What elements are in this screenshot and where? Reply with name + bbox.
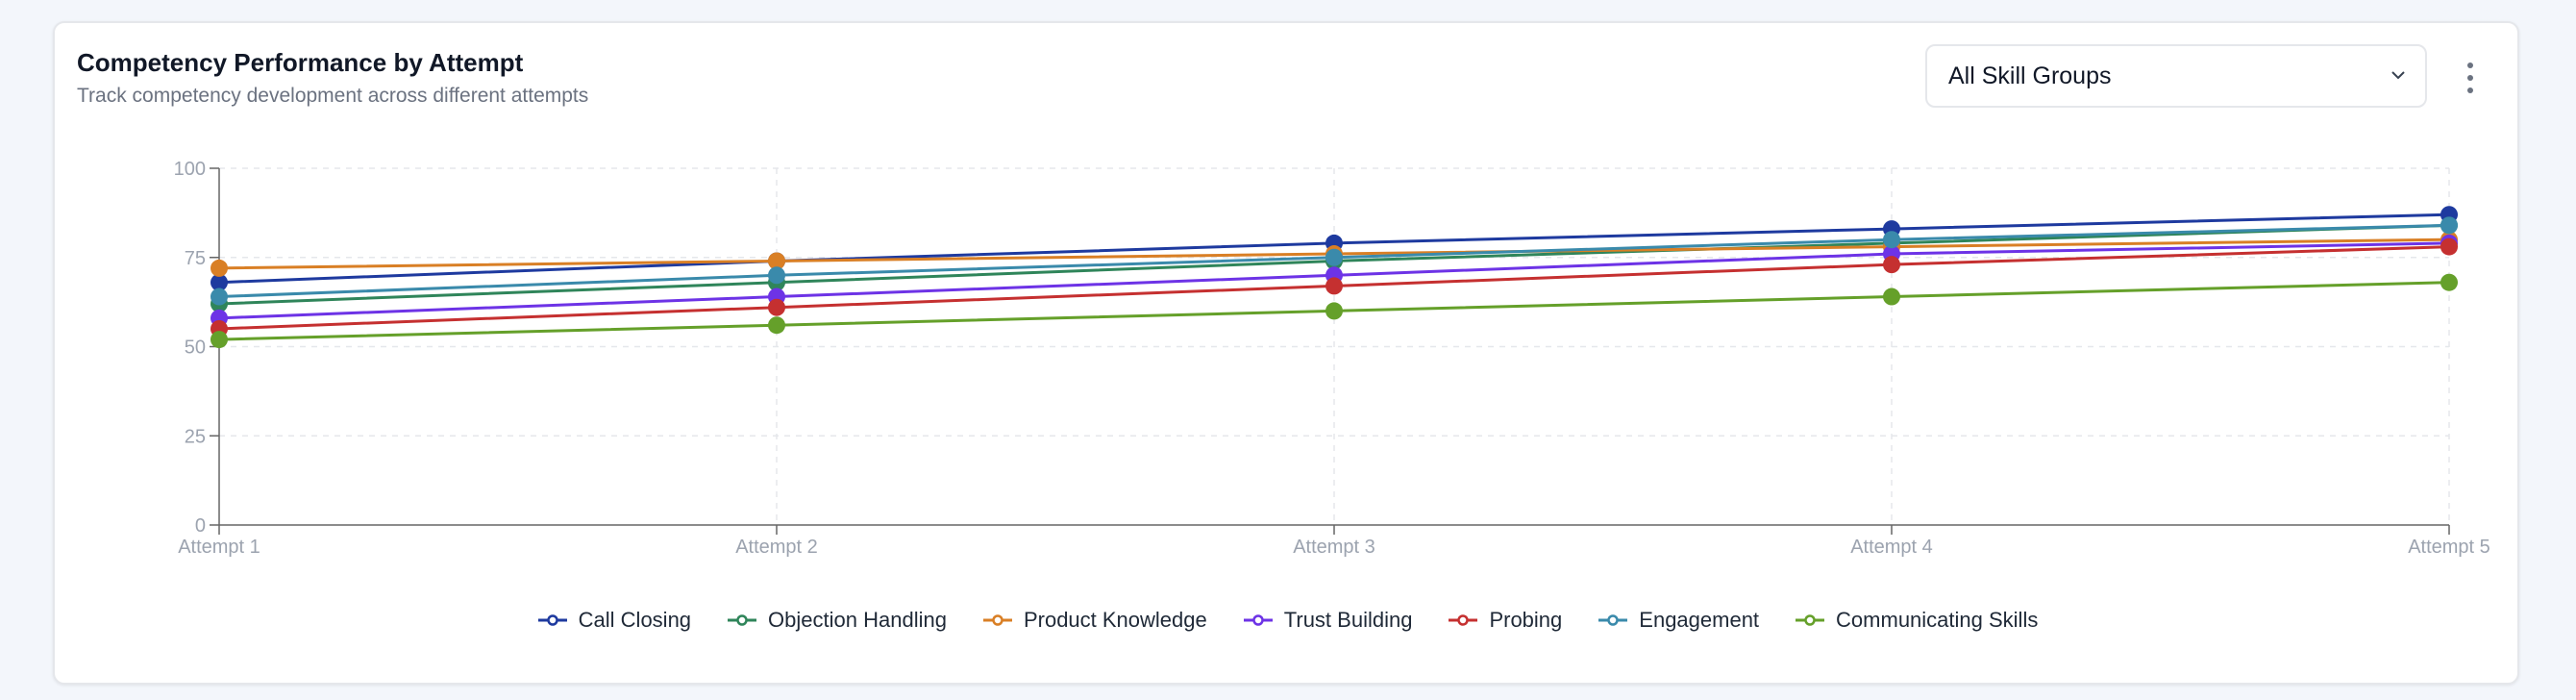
legend-label: Communicating Skills (1836, 608, 2039, 632)
legend-item[interactable]: Product Knowledge (982, 608, 1207, 633)
legend-label: Trust Building (1283, 608, 1413, 632)
data-point-probing (1883, 256, 1900, 274)
y-tick-label: 100 (174, 159, 206, 180)
data-point-communicating-skills (2440, 273, 2458, 291)
legend-label: Probing (1489, 608, 1563, 632)
card-subtitle: Track competency development across diff… (77, 85, 589, 107)
line-chart: 0 25 50 75 100 Attempt 1 Attempt 2 Attempt 3 Att… (174, 159, 2490, 558)
legend-line-icon (1449, 614, 1478, 626)
competency-chart-card: Competency Performance by Attempt Track … (53, 21, 2519, 685)
legend-line-icon (728, 614, 757, 626)
data-point-engagement (211, 288, 228, 306)
x-tick-label: Attempt 2 (735, 537, 818, 558)
more-vertical-icon[interactable] (2464, 62, 2477, 94)
legend-label: Call Closing (578, 608, 692, 632)
data-point-probing (2440, 238, 2458, 256)
legend-item[interactable]: Objection Handling (728, 608, 947, 633)
x-tick-label: Attempt 3 (1293, 537, 1375, 558)
legend-item[interactable]: Probing (1449, 608, 1562, 633)
data-point-communicating-skills (1325, 302, 1343, 320)
legend-label: Engagement (1639, 608, 1760, 632)
legend-line-icon (537, 614, 567, 626)
data-point-engagement (1883, 231, 1900, 249)
legend-item[interactable]: Trust Building (1243, 608, 1413, 633)
legend-line-icon (1243, 614, 1273, 626)
skill-group-select[interactable]: All Skill Groups (1925, 44, 2427, 108)
y-tick-label: 50 (185, 338, 206, 359)
card-title: Competency Performance by Attempt (77, 48, 524, 77)
data-point-probing (1325, 277, 1343, 295)
skill-group-select-value: All Skill Groups (1948, 62, 2112, 89)
y-tick-label: 0 (195, 515, 206, 537)
data-point-communicating-skills (211, 331, 228, 349)
x-tick-label: Attempt 4 (1850, 537, 1933, 558)
legend-line-icon (1796, 614, 1825, 626)
legend-item[interactable]: Call Closing (537, 608, 692, 633)
x-tick-label: Attempt 1 (178, 537, 260, 558)
page-background (0, 0, 21, 700)
legend-label: Objection Handling (768, 608, 947, 632)
chart-legend: Call Closing Objection Handling Product Kn… (55, 608, 2521, 633)
y-tick-label: 25 (185, 426, 206, 447)
legend-item[interactable]: Engagement (1598, 608, 1759, 633)
y-tick-label: 75 (185, 248, 206, 269)
data-point-engagement (768, 266, 785, 285)
data-point-product-knowledge (211, 259, 228, 277)
data-point-probing (768, 298, 785, 316)
legend-line-icon (982, 614, 1012, 626)
legend-item[interactable]: Communicating Skills (1796, 608, 2038, 633)
legend-label: Product Knowledge (1023, 608, 1207, 632)
data-point-engagement (1325, 248, 1343, 266)
x-tick-label: Attempt 5 (2408, 537, 2490, 558)
data-point-engagement (2440, 216, 2458, 235)
data-point-call-closing (211, 273, 228, 291)
data-point-communicating-skills (768, 316, 785, 335)
legend-line-icon (1598, 614, 1628, 626)
data-point-communicating-skills (1883, 288, 1900, 306)
data-point-product-knowledge (768, 252, 785, 270)
chevron-down-icon (2391, 71, 2405, 80)
